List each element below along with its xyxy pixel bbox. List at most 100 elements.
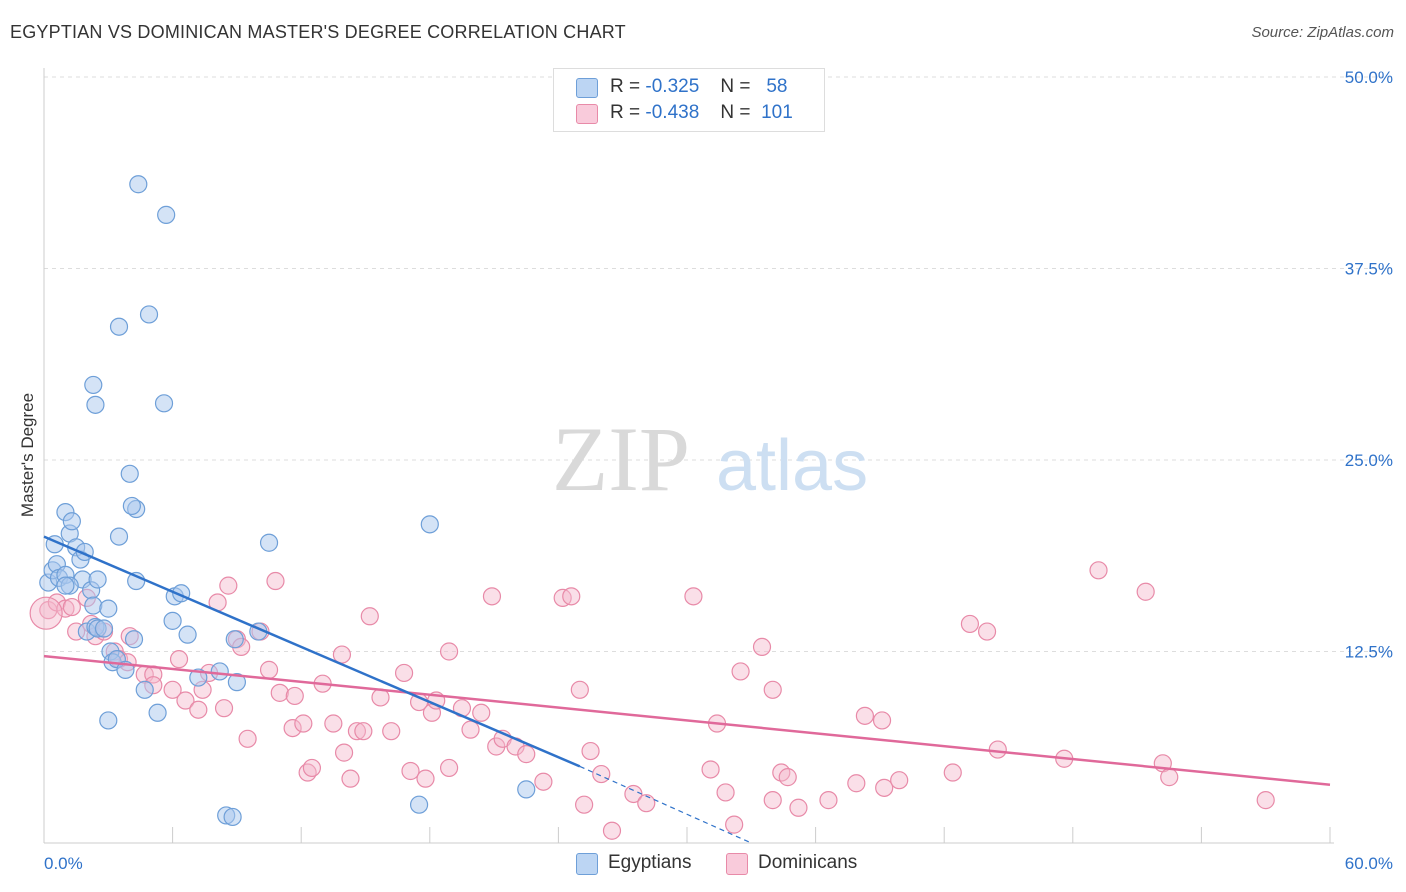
egyptian-point (139, 305, 159, 324)
y-tick-label: 12.5% (1345, 643, 1393, 662)
legend-n-label: N = (720, 102, 751, 123)
dominican-point (270, 683, 289, 702)
dominican-point (752, 637, 772, 657)
dominican-point (169, 650, 189, 669)
legend-r-label: R = (610, 102, 641, 123)
dominican-point (789, 798, 808, 817)
egyptian-point (56, 576, 75, 595)
legend-r-value-egyptians: -0.325 (645, 76, 700, 97)
y-tick-label: 50.0% (1345, 68, 1393, 87)
x-tick-labels: 0.0% 60.0% (44, 854, 1393, 873)
bottom-legend-swatch-dominicans (726, 853, 748, 875)
legend-swatch-egyptians (576, 78, 598, 98)
dominican-point (294, 714, 313, 733)
legend-text-egyptians: R = -0.325 N = 58 (610, 76, 787, 98)
dominican-point (575, 795, 594, 814)
egyptian-point (84, 596, 103, 615)
dominican-point (302, 758, 322, 778)
egyptian-point (420, 515, 439, 534)
dominican-point (534, 772, 553, 791)
dominican-point (847, 774, 866, 793)
legend-swatch-dominicans (576, 104, 598, 124)
egyptian-point (225, 630, 244, 649)
legend-n-label: N = (720, 76, 751, 97)
dominican-point (347, 722, 367, 741)
dominican-point (354, 722, 373, 741)
egyptian-point (210, 662, 229, 681)
dominican-point (285, 686, 304, 706)
dominican-point (592, 764, 611, 784)
egyptian-point (99, 711, 118, 730)
dominican-point (266, 571, 285, 591)
egyptian-point (86, 395, 105, 414)
egyptian-point (88, 570, 107, 589)
dominican-point (763, 791, 782, 810)
dominican-point (1160, 768, 1179, 787)
dominican-point (1256, 791, 1275, 810)
gridlines (44, 76, 1392, 652)
legend-r-label: R = (610, 76, 641, 97)
chart-source: Source: ZipAtlas.com (1251, 24, 1394, 41)
dominican-point (716, 783, 735, 802)
dominican-point (176, 691, 195, 710)
dominican-point (56, 599, 75, 618)
egyptians-trend-extension (579, 765, 752, 844)
dominican-point (855, 706, 874, 725)
dominican-point (416, 769, 435, 788)
egyptian-point (148, 703, 167, 722)
egyptian-point (84, 375, 103, 395)
legend-text-dominicans: R = -0.438 N = 101 (610, 102, 793, 124)
watermark-zip: ZIP (552, 408, 690, 510)
watermark: ZIP atlas (552, 408, 868, 510)
egyptian-point (154, 394, 174, 413)
egyptian-point (109, 527, 129, 546)
egyptian-point (120, 464, 139, 483)
dominican-point (701, 760, 720, 779)
dominican-point (238, 729, 257, 748)
dominican-point (439, 758, 459, 778)
y-tick-label: 37.5% (1345, 260, 1393, 279)
y-tick-label: 25.0% (1345, 451, 1393, 470)
dominican-point (960, 614, 980, 634)
dominican-point (341, 769, 360, 788)
egyptian-point (109, 317, 129, 336)
egyptian-point (129, 175, 148, 194)
y-tick-labels: 12.5% 25.0% 37.5% 50.0% (1345, 68, 1393, 662)
axes (43, 68, 1334, 844)
dominican-point (819, 791, 838, 810)
dominican-point (637, 794, 656, 813)
dominican-point (684, 587, 703, 606)
egyptian-point (124, 630, 144, 649)
dominican-point (401, 761, 420, 781)
watermark-atlas: atlas (716, 426, 868, 506)
dominican-point (360, 607, 379, 626)
dominican-point (259, 660, 279, 679)
egyptian-point (517, 780, 536, 799)
dominican-point (394, 663, 414, 683)
egyptian-point (157, 205, 176, 224)
dominican-point (283, 718, 302, 738)
dominican-point (943, 763, 962, 782)
y-axis-label: Master's Degree (18, 393, 37, 517)
x-tick-label-min: 0.0% (44, 854, 83, 873)
dominican-point (482, 587, 502, 606)
egyptian-point (409, 795, 429, 814)
egyptian-point (178, 625, 197, 644)
egyptian-point (135, 680, 154, 699)
dominican-point (772, 763, 791, 782)
dominican-point (890, 771, 909, 790)
dominican-point (62, 597, 81, 617)
dominican-point (731, 662, 750, 681)
dominican-point (461, 720, 480, 739)
dominican-point (334, 743, 354, 762)
dominican-point (581, 741, 600, 761)
legend-r-value-dominicans: -0.438 (645, 102, 700, 123)
chart-title: EGYPTIAN VS DOMINICAN MASTER'S DEGREE CO… (10, 22, 626, 42)
dominican-point (562, 587, 581, 606)
dominican-point (382, 722, 401, 741)
dominican-point (988, 740, 1007, 759)
legend-n-value-egyptians: 58 (766, 76, 788, 97)
legend: R = -0.325 N = 58 R = -0.438 N = 101 (553, 68, 825, 132)
dominican-point (725, 815, 744, 834)
